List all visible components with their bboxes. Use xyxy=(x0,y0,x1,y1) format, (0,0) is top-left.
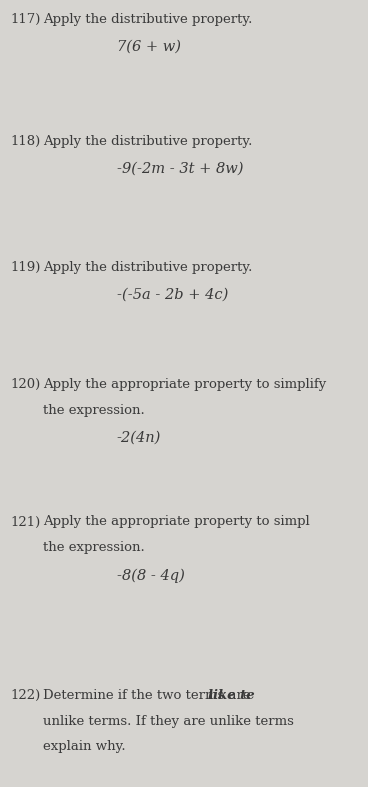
Text: -(-5a - 2b + 4c): -(-5a - 2b + 4c) xyxy=(117,287,228,301)
Text: 120): 120) xyxy=(10,378,40,391)
Text: Apply the distributive property.: Apply the distributive property. xyxy=(43,13,253,27)
Text: -9(-2m - 3t + 8w): -9(-2m - 3t + 8w) xyxy=(117,161,243,176)
Text: 118): 118) xyxy=(10,135,40,149)
Text: -8(8 - 4q): -8(8 - 4q) xyxy=(117,568,184,582)
Text: Determine if the two terms are: Determine if the two terms are xyxy=(43,689,255,702)
Text: 121): 121) xyxy=(10,515,40,529)
Text: 117): 117) xyxy=(10,13,40,27)
Text: Apply the distributive property.: Apply the distributive property. xyxy=(43,135,253,149)
Text: the expression.: the expression. xyxy=(43,541,145,555)
Text: explain why.: explain why. xyxy=(43,740,126,753)
Text: 122): 122) xyxy=(10,689,40,702)
Text: Apply the appropriate property to simpl: Apply the appropriate property to simpl xyxy=(43,515,310,529)
Text: the expression.: the expression. xyxy=(43,404,145,417)
Text: unlike terms. If they are unlike terms: unlike terms. If they are unlike terms xyxy=(43,715,294,728)
Text: -2(4n): -2(4n) xyxy=(117,430,161,445)
Text: Apply the distributive property.: Apply the distributive property. xyxy=(43,261,253,275)
Text: Apply the appropriate property to simplify: Apply the appropriate property to simpli… xyxy=(43,378,326,391)
Text: like te: like te xyxy=(208,689,255,702)
Text: 119): 119) xyxy=(10,261,40,275)
Text: 7(6 + w): 7(6 + w) xyxy=(117,39,181,54)
